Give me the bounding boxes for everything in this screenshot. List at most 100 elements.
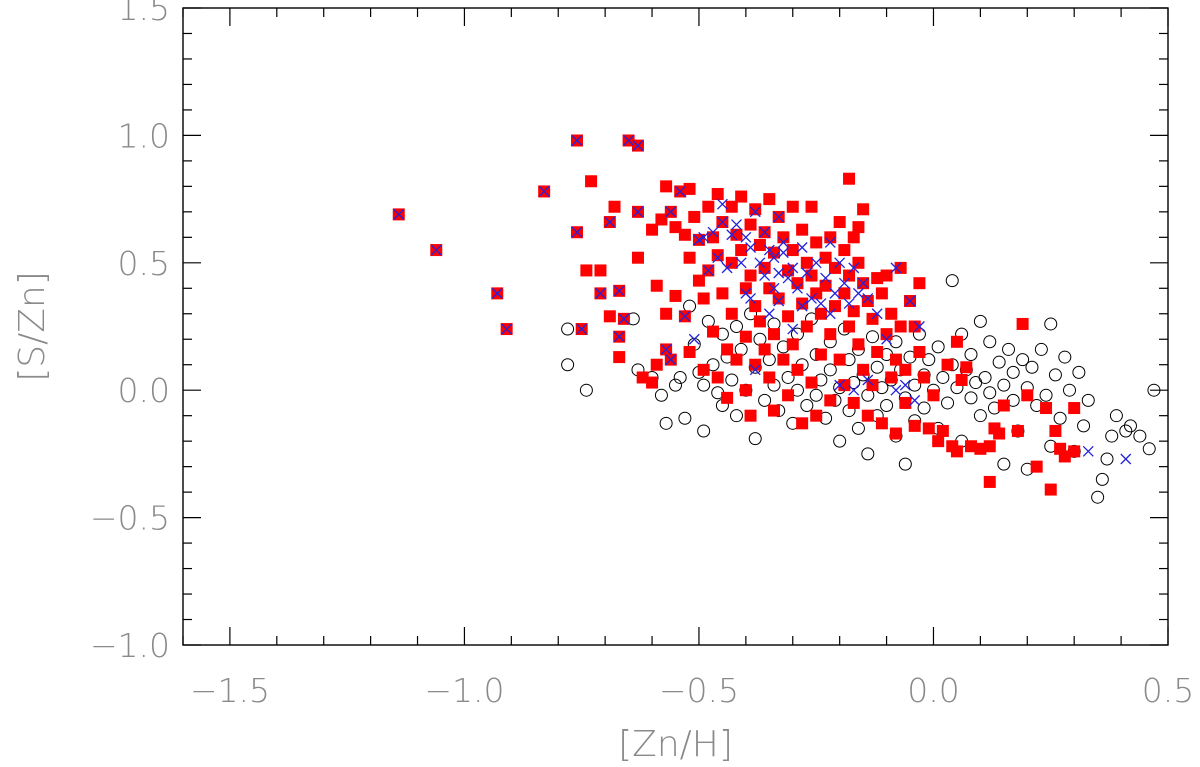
cross-point (759, 226, 771, 238)
x-tick-label: −0.5 (659, 671, 739, 710)
filled-square-point (763, 371, 776, 384)
filled-square-point (983, 440, 996, 453)
filled-square-point (782, 389, 795, 402)
open-circle-point (870, 360, 884, 374)
cross-point (904, 295, 916, 307)
open-circle-point (748, 432, 762, 446)
open-circle-point (1039, 388, 1053, 402)
y-tick-label: 0.0 (118, 371, 170, 410)
filled-square-point (711, 371, 724, 384)
open-circle-point (945, 274, 959, 288)
cross-point (810, 257, 822, 269)
filled-square-point (805, 200, 818, 213)
cross-point (632, 140, 644, 152)
cross-point (618, 313, 630, 325)
open-circle-point (1133, 429, 1147, 443)
filled-square-point (810, 409, 823, 422)
filled-square-point (880, 269, 893, 282)
filled-square-point (669, 221, 682, 234)
open-circle-point (861, 447, 875, 461)
cross-point (763, 244, 775, 256)
open-circle-point (1034, 342, 1048, 356)
filled-square-point (1011, 424, 1024, 437)
filled-square-point (721, 343, 734, 356)
cross-point (773, 211, 785, 223)
open-circle-point (659, 416, 673, 430)
filled-square-point (660, 307, 673, 320)
open-circle-point (880, 398, 894, 412)
y-axis-title: [S/Zn] (12, 271, 53, 382)
filled-square-point (885, 307, 898, 320)
cross-point (576, 323, 588, 335)
filled-square-point (871, 345, 884, 358)
filled-square-point (796, 223, 809, 236)
open-circle-point (729, 409, 743, 423)
filled-square-point (852, 338, 865, 351)
filled-square-point (744, 269, 757, 282)
cross-point (688, 333, 700, 345)
open-circle-point (1044, 317, 1058, 331)
filled-square-point (1021, 389, 1034, 402)
filled-square-point (613, 351, 626, 364)
open-circle-point (809, 388, 823, 402)
filled-square-point (749, 203, 762, 216)
cross-point (613, 331, 625, 343)
open-circle-point (833, 434, 847, 448)
filled-square-point (819, 251, 832, 264)
open-circle-point (697, 424, 711, 438)
filled-square-point (965, 440, 977, 453)
cross-point (820, 272, 832, 284)
cross-point (613, 285, 625, 297)
open-circle-point (917, 401, 931, 415)
cross-point (707, 226, 719, 238)
filled-square-point (1016, 317, 1029, 330)
plot-frame (182, 7, 1169, 646)
cross-point (801, 267, 813, 279)
open-circle-point (1147, 383, 1161, 397)
x-tick-label: −1.5 (190, 671, 270, 710)
filled-square-point (927, 389, 940, 402)
cross-point (712, 252, 724, 264)
cross-point (716, 198, 728, 210)
cross-point (862, 293, 874, 304)
filled-square-point (753, 238, 766, 251)
cross-point (848, 262, 860, 274)
open-circle-point (983, 335, 997, 349)
filled-square-point (810, 236, 823, 249)
open-circle-point (969, 376, 983, 390)
filled-square-point (838, 379, 851, 392)
filled-square-point (716, 287, 729, 300)
cross-point (763, 308, 775, 320)
open-circle-point (973, 409, 987, 423)
filled-square-point (683, 182, 696, 195)
filled-square-point (824, 328, 837, 341)
filled-square-point (950, 335, 963, 348)
filled-square-point (669, 289, 682, 302)
filled-square-point (922, 422, 935, 435)
open-circle-point (561, 358, 575, 372)
cross-point (824, 308, 836, 320)
filled-square-point (594, 264, 607, 277)
filled-square-point (857, 363, 870, 376)
filled-square-point (697, 363, 710, 376)
filled-square-point (721, 391, 734, 404)
open-circle-point (697, 378, 711, 392)
y-tick-labels: −1.0 −0.5 0.0 0.5 1.0 1.5 (90, 0, 170, 665)
filled-square-point (758, 343, 771, 356)
open-circle-point (1006, 365, 1020, 379)
filled-square-point (805, 376, 818, 389)
open-circle-point (1123, 419, 1137, 433)
open-circle-point (1081, 393, 1095, 407)
open-circle-point (997, 457, 1011, 471)
filled-square-point (585, 175, 598, 188)
open-circle-point (1091, 490, 1105, 504)
filled-square-point (608, 200, 621, 213)
open-circle-point (758, 393, 772, 407)
open-circle-point (973, 314, 987, 328)
cross-point (773, 267, 785, 279)
x-tick-label: 0.5 (1142, 671, 1194, 710)
open-circle-point (1072, 365, 1086, 379)
cross-point (679, 310, 691, 322)
cross-point (838, 277, 850, 289)
filled-square-point (847, 231, 860, 244)
